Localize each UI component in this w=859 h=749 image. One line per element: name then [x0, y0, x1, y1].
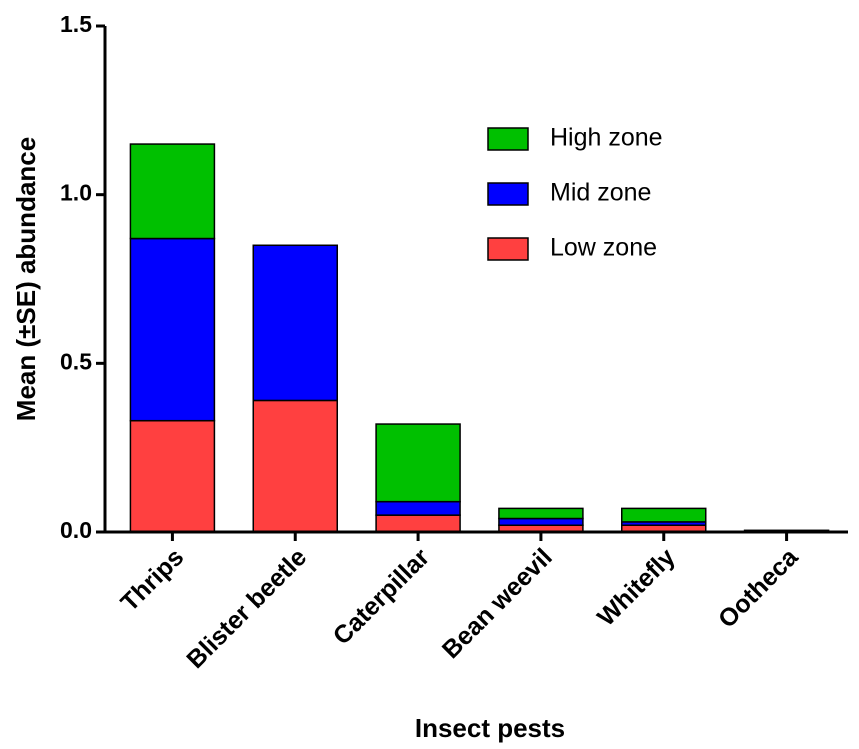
y-tick-label: 0.5: [60, 348, 92, 374]
x-tick-label: Caterpillar: [328, 543, 435, 650]
x-tick-label: Whitefly: [592, 543, 681, 632]
y-tick-label: 1.5: [60, 11, 92, 37]
bar-segment: [375, 500, 461, 516]
legend-label: High zone: [550, 124, 663, 152]
bar-segment: [498, 507, 584, 520]
bar-segment: [129, 419, 216, 533]
legend-swatch: [487, 182, 529, 206]
legend-label: Low zone: [550, 234, 657, 262]
bar-segment: [621, 507, 707, 523]
x-axis-title: Insect pests: [415, 713, 565, 743]
x-tick-label: Ootheca: [713, 542, 804, 633]
bar-segment: [252, 244, 338, 402]
legend-label: Mid zone: [550, 179, 651, 207]
legend-swatch: [487, 237, 529, 261]
y-tick-label: 0.0: [60, 517, 92, 543]
x-tick-label: Bean weevil: [437, 543, 558, 664]
bar-segment: [375, 423, 461, 503]
y-tick-label: 1.0: [60, 180, 92, 206]
bar-segment: [498, 517, 584, 527]
x-tick-label: Blister beetle: [181, 543, 312, 674]
legend-swatch: [487, 127, 529, 151]
bar-segment: [375, 514, 461, 533]
x-tick-label: Thrips: [116, 543, 190, 617]
bar-segment: [252, 399, 338, 533]
bar-segment: [129, 143, 216, 240]
bar-segment: [129, 237, 216, 422]
y-axis-title: Mean (±SE) abundance: [11, 137, 41, 421]
